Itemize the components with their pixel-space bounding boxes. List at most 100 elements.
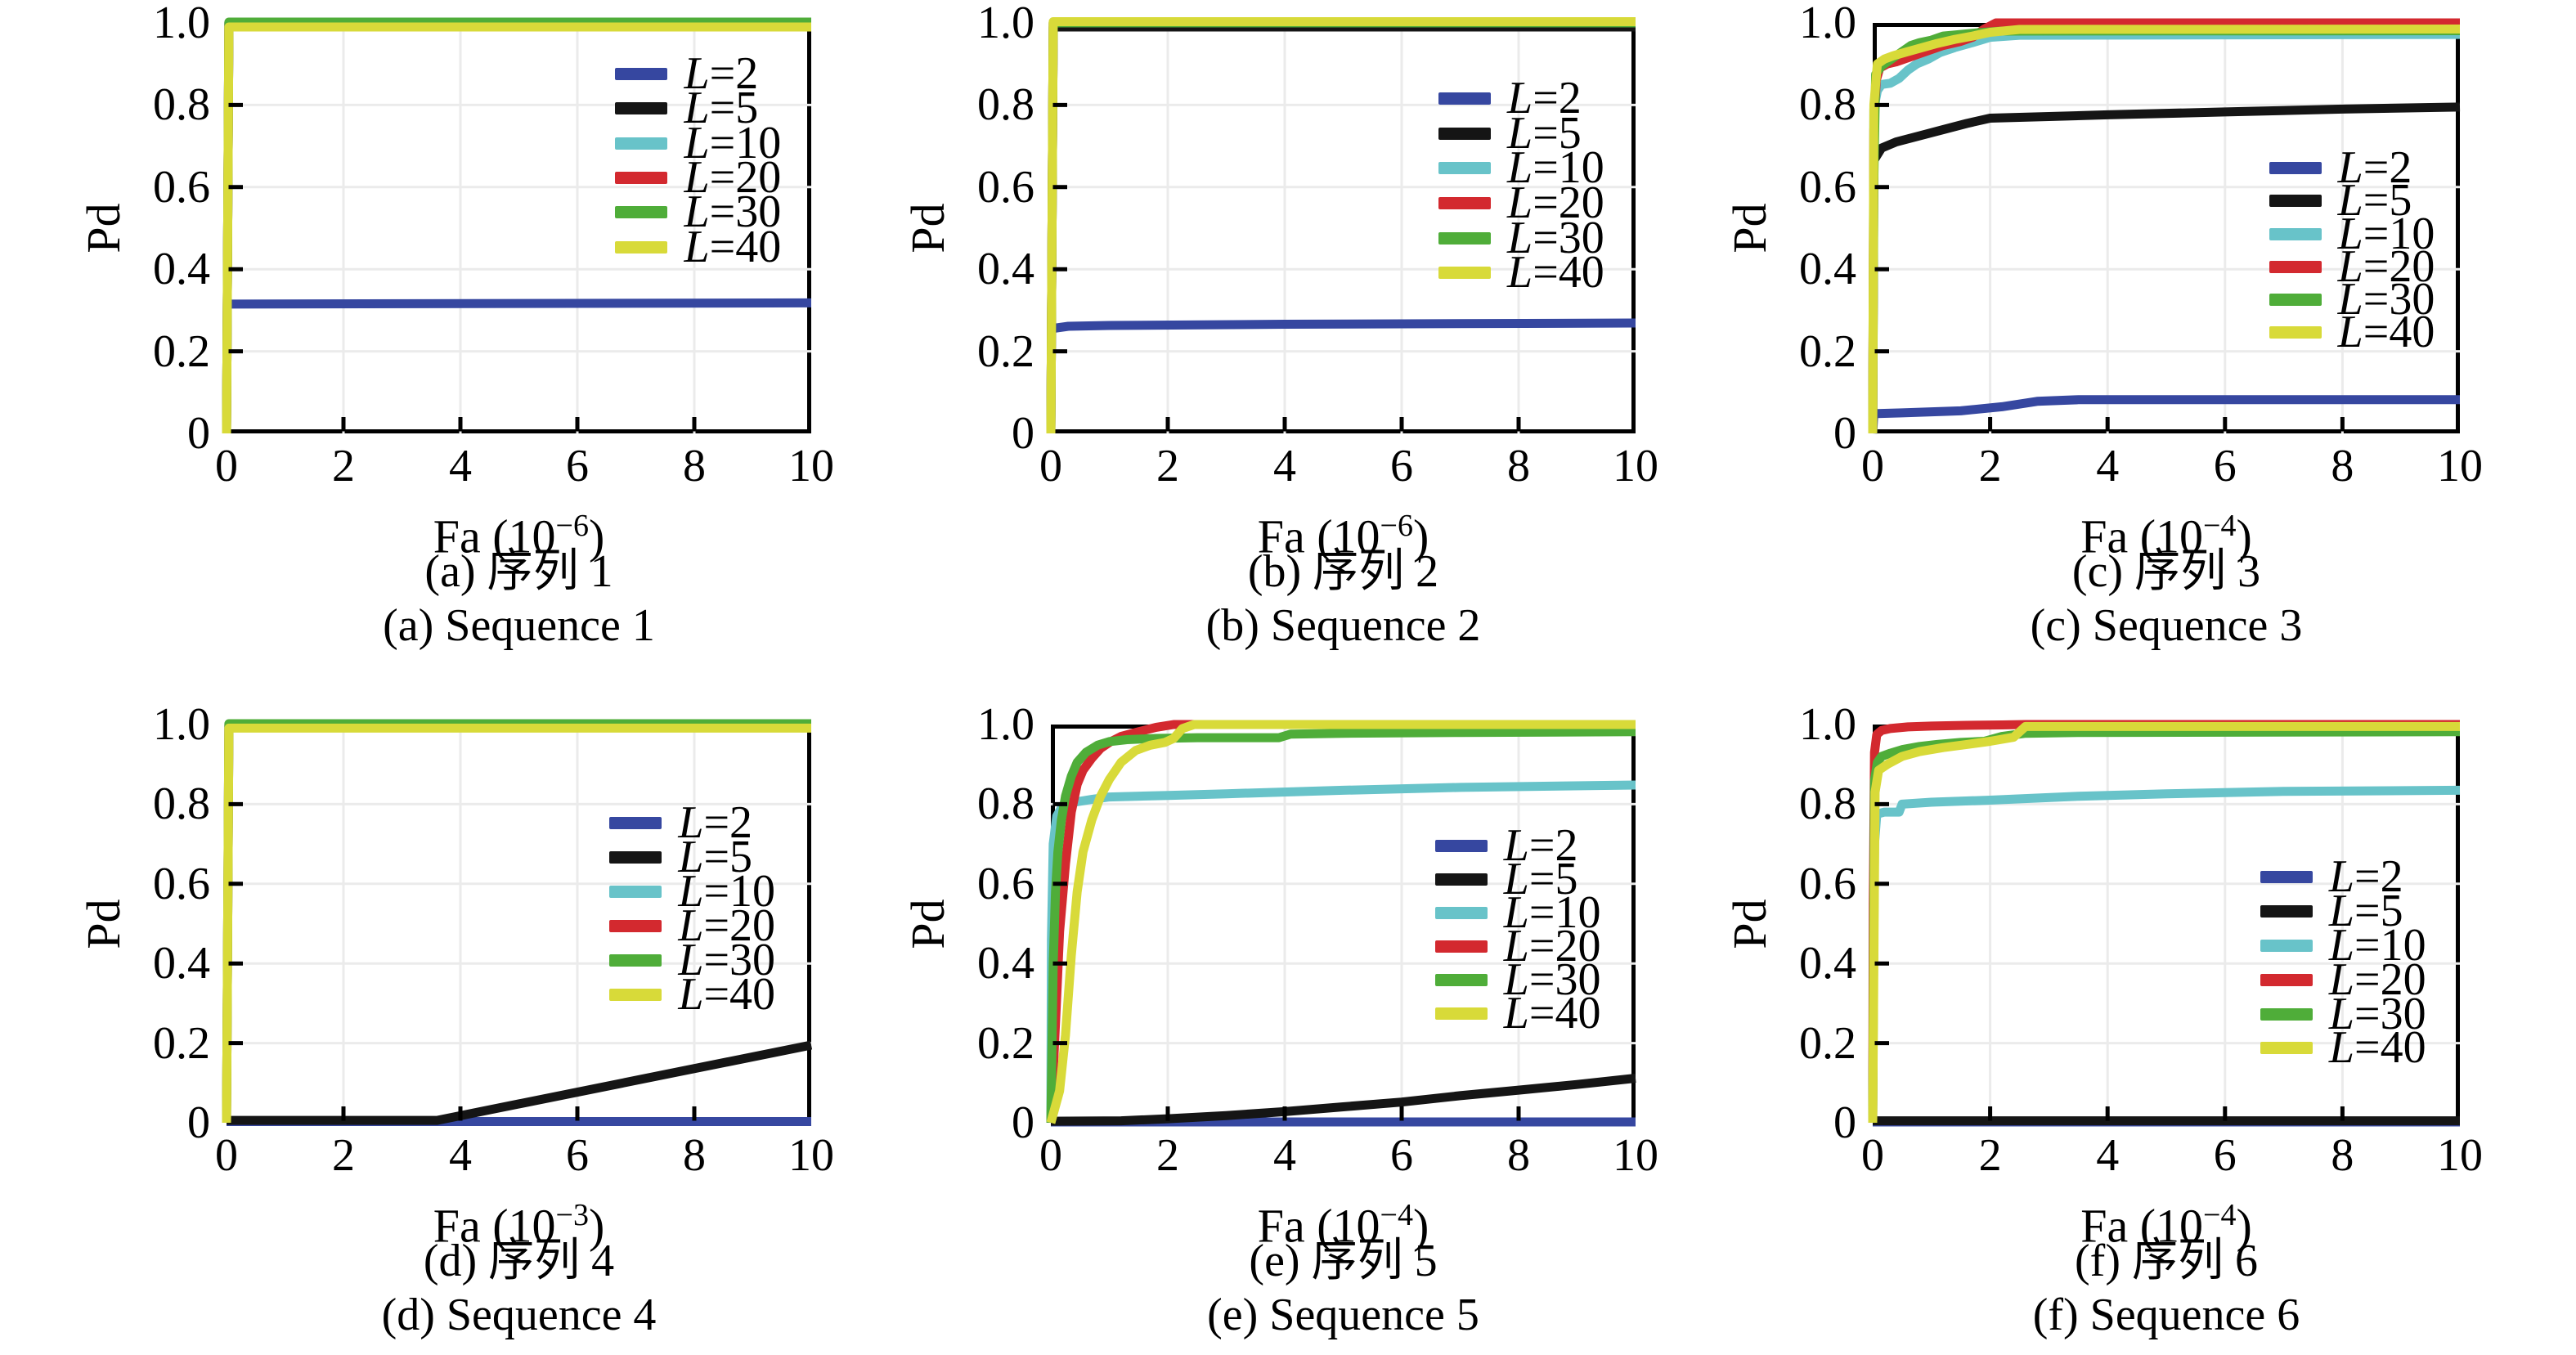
y-tick-label: 0.2: [153, 1017, 210, 1069]
plot-area-b: [1046, 17, 1636, 434]
legend-label-L40: L=40: [1507, 247, 1604, 298]
y-axis-label: Pd: [901, 898, 954, 949]
x-axis-exponent: −4: [2203, 509, 2237, 543]
legend-label-L40: L=40: [678, 968, 776, 1020]
legend-label-L30: L=30: [1503, 953, 1601, 1005]
x-axis-exponent: −6: [555, 509, 589, 543]
y-tick-label: 0.4: [1799, 938, 1856, 989]
x-tick-label: 6: [566, 441, 589, 491]
legend-swatch-L20: [609, 919, 662, 932]
x-tick-label: 4: [1273, 441, 1296, 491]
x-tick-label: 8: [2331, 441, 2354, 491]
x-tick-label: 8: [1507, 441, 1530, 491]
series-line-L40: [1046, 720, 1636, 1124]
x-tick-label: 10: [1613, 1130, 1658, 1181]
x-axis-label: Fa (10−6): [1257, 509, 1429, 563]
y-tick-label: 0.6: [977, 858, 1034, 909]
y-axis-label: Pd: [1723, 898, 1776, 949]
caption-en-e: (e) Sequence 5: [1207, 1290, 1479, 1340]
y-tick-label: 0.6: [153, 858, 210, 909]
plot-area-e: [1046, 720, 1636, 1127]
series-line-L40: [222, 22, 811, 434]
legend-swatch-L5: [609, 850, 662, 864]
y-tick-label: 1.0: [153, 699, 210, 750]
x-tick-label: 2: [1156, 441, 1179, 491]
y-tick-label: 0.8: [1799, 778, 1856, 830]
legend-variable: L: [2328, 851, 2355, 902]
y-tick-label: 0.6: [1799, 858, 1856, 909]
y-tick-label: 0.4: [1799, 244, 1856, 295]
legend-swatch-L30: [1438, 231, 1492, 245]
series-line-L30: [1046, 727, 1636, 1124]
caption-en-b: (b) Sequence 2: [1205, 600, 1481, 651]
x-tick-label: 0: [215, 1130, 238, 1181]
legend-swatch-L5: [2269, 195, 2322, 208]
legend-label-L5: L=5: [684, 83, 759, 134]
y-axis-label: Pd: [901, 203, 954, 254]
series-line-L5: [227, 1040, 813, 1125]
x-tick-label: 4: [449, 1130, 472, 1181]
legend-variable: L: [684, 186, 710, 238]
legend-swatch-L2: [2269, 162, 2322, 175]
legend-label-L20: L=20: [1503, 920, 1601, 971]
x-axis-label: Fa (10−6): [433, 509, 605, 563]
legend-label-L10: L=10: [2337, 208, 2435, 259]
caption-cn-c: (c) 序列 3: [2071, 546, 2261, 597]
x-tick-label: 4: [449, 441, 472, 491]
legend-label-L2: L=2: [1503, 820, 1578, 872]
caption-en-a: (a) Sequence 1: [383, 600, 655, 651]
legend-swatch-L40: [1438, 267, 1492, 280]
legend-variable: L: [2328, 1022, 2355, 1074]
plot-area-c: [1868, 18, 2461, 434]
legend-swatch-L40: [609, 988, 662, 1001]
y-tick-label: 0.6: [153, 161, 210, 213]
y-tick-label: 1.0: [1799, 699, 1856, 750]
legend-label-L40: L=40: [2328, 1022, 2426, 1074]
x-tick-label: 4: [1273, 1130, 1296, 1181]
y-tick-label: 0: [187, 1097, 210, 1148]
caption-cn-e: (e) 序列 5: [1249, 1236, 1438, 1286]
x-tick-label: 4: [2096, 441, 2120, 491]
series-line-L5: [1050, 1074, 1636, 1126]
legend-variable: L: [1507, 72, 1533, 123]
legend-variable: L: [678, 934, 704, 985]
y-tick-label: 1.0: [153, 0, 210, 48]
legend-swatch-L10: [1434, 906, 1488, 919]
legend-variable: L: [1507, 177, 1533, 228]
y-tick-label: 0.6: [977, 161, 1034, 213]
y-tick-label: 0: [1012, 1097, 1034, 1148]
series-line-L40: [1046, 17, 1636, 434]
legend-label-L20: L=20: [2328, 953, 2426, 1005]
legend-variable: L: [684, 152, 710, 203]
legend-label-L5: L=5: [2328, 885, 2403, 936]
x-tick-label: 6: [2213, 1130, 2237, 1181]
legend-label-L10: L=10: [2328, 919, 2426, 971]
legend-label-L30: L=30: [1507, 212, 1604, 263]
y-tick-label: 1.0: [977, 0, 1034, 48]
legend-variable: L: [678, 831, 704, 882]
legend-variable: L: [2328, 885, 2355, 936]
legend-label-L20: L=20: [684, 152, 782, 203]
legend-label-L2: L=2: [2328, 851, 2403, 902]
legend-variable: L: [1507, 212, 1533, 263]
legend-swatch-L10: [2260, 939, 2313, 952]
legend-swatch-L2: [609, 816, 662, 829]
x-tick-label: 6: [1390, 1130, 1413, 1181]
legend-label-L20: L=20: [1507, 177, 1604, 228]
legend-variable: L: [2337, 307, 2363, 357]
x-axis-exponent: −4: [1380, 1198, 1413, 1232]
series-line-L2: [226, 298, 812, 309]
y-tick-label: 0.2: [153, 325, 210, 377]
x-tick-label: 0: [1039, 441, 1062, 491]
legend-label-L30: L=30: [2328, 988, 2426, 1039]
legend-variable: L: [1503, 953, 1529, 1005]
legend-variable: L: [1503, 886, 1529, 938]
legend-variable: L: [1507, 247, 1533, 298]
legend-variable: L: [2328, 919, 2355, 971]
x-tick-label: 10: [788, 441, 834, 491]
x-tick-label: 2: [1978, 1130, 2002, 1181]
x-axis-exponent: −3: [555, 1198, 589, 1232]
series-line-L2: [1868, 395, 2460, 434]
y-axis-label: Pd: [77, 203, 130, 254]
